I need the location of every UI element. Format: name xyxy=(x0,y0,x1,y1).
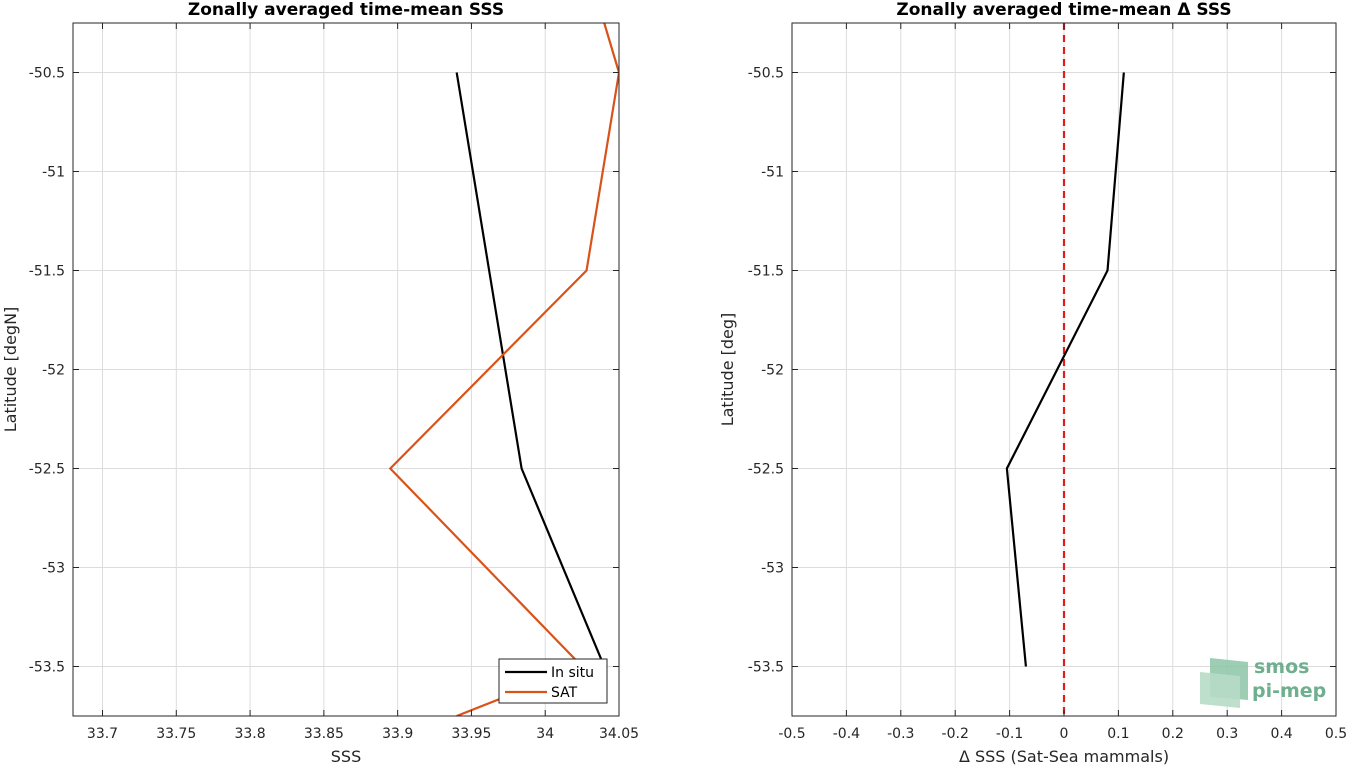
y-tick-label: -50.5 xyxy=(748,66,784,82)
y-axis-label: Latitude [degN] xyxy=(1,307,20,433)
y-tick-label: -52 xyxy=(42,363,65,379)
x-tick-label: 33.9 xyxy=(382,726,413,742)
y-tick-label: -53.5 xyxy=(748,660,784,676)
y-axis-label: Latitude [deg] xyxy=(718,313,737,427)
x-tick-label: 0.2 xyxy=(1162,726,1184,742)
x-tick-label: -0.3 xyxy=(887,726,914,742)
y-tick-label: -51 xyxy=(42,165,65,181)
legend: In situ SAT xyxy=(498,658,608,704)
x-tick-label: 33.75 xyxy=(156,726,196,742)
y-tick-label: -51.5 xyxy=(29,264,65,280)
x-axis-label: SSS xyxy=(331,747,361,765)
x-tick-label: 0.1 xyxy=(1107,726,1129,742)
x-tick-label: 0 xyxy=(1060,726,1069,742)
legend-label: SAT xyxy=(551,685,578,701)
y-tick-label: -52 xyxy=(761,363,784,379)
y-tick-label: -51.5 xyxy=(748,264,784,280)
x-tick-label: 33.85 xyxy=(304,726,344,742)
y-tick-label: -52.5 xyxy=(29,462,65,478)
x-tick-label: 33.7 xyxy=(87,726,118,742)
legend-box xyxy=(498,658,608,704)
left-panel-sss: 33.7 33.75 33.8 33.85 33.9 33.95 34 34.05 -50.5 -… xyxy=(1,0,639,766)
chart-title: Zonally averaged time-mean SSS xyxy=(188,0,504,20)
x-tick-label: 34.05 xyxy=(599,726,639,742)
logo-mark-front xyxy=(1200,672,1240,708)
x-tick-label: 33.8 xyxy=(234,726,265,742)
x-tick-label: -0.4 xyxy=(833,726,860,742)
series-line-in-situ xyxy=(455,72,606,667)
y-tick-label: -53.5 xyxy=(29,660,65,676)
y-tick-label: -51 xyxy=(761,165,784,181)
legend-label: In situ xyxy=(551,665,594,681)
logo-text-line1: smos xyxy=(1254,656,1309,678)
smos-pi-mep-logo: smos pi-mep xyxy=(1200,656,1326,708)
x-tick-label: 0.3 xyxy=(1216,726,1238,742)
x-tick-label: 33.95 xyxy=(451,726,491,742)
y-tick-label: -52.5 xyxy=(748,462,784,478)
x-tick-label: 0.5 xyxy=(1325,726,1347,742)
x-tick-label: -0.2 xyxy=(942,726,969,742)
series-line-delta-sss xyxy=(1005,72,1125,667)
y-tick-label: -53 xyxy=(42,561,65,577)
y-tick-label: -53 xyxy=(761,561,784,577)
right-panel-delta-sss: -0.5 -0.4 -0.3 -0.2 -0.1 0 0.1 0.2 0.3 0.4 0.5 -50.… xyxy=(718,0,1347,766)
y-tick-label: -50.5 xyxy=(29,66,65,82)
x-tick-label: -0.5 xyxy=(778,726,805,742)
x-axis-label: Δ SSS (Sat-Sea mammals) xyxy=(959,747,1169,765)
x-tick-label: -0.1 xyxy=(996,726,1023,742)
logo-text-line2: pi-mep xyxy=(1252,680,1326,702)
x-tick-label: 0.4 xyxy=(1270,726,1292,742)
chart-title: Zonally averaged time-mean Δ SSS xyxy=(896,0,1231,20)
x-tick-label: 34 xyxy=(536,726,554,742)
